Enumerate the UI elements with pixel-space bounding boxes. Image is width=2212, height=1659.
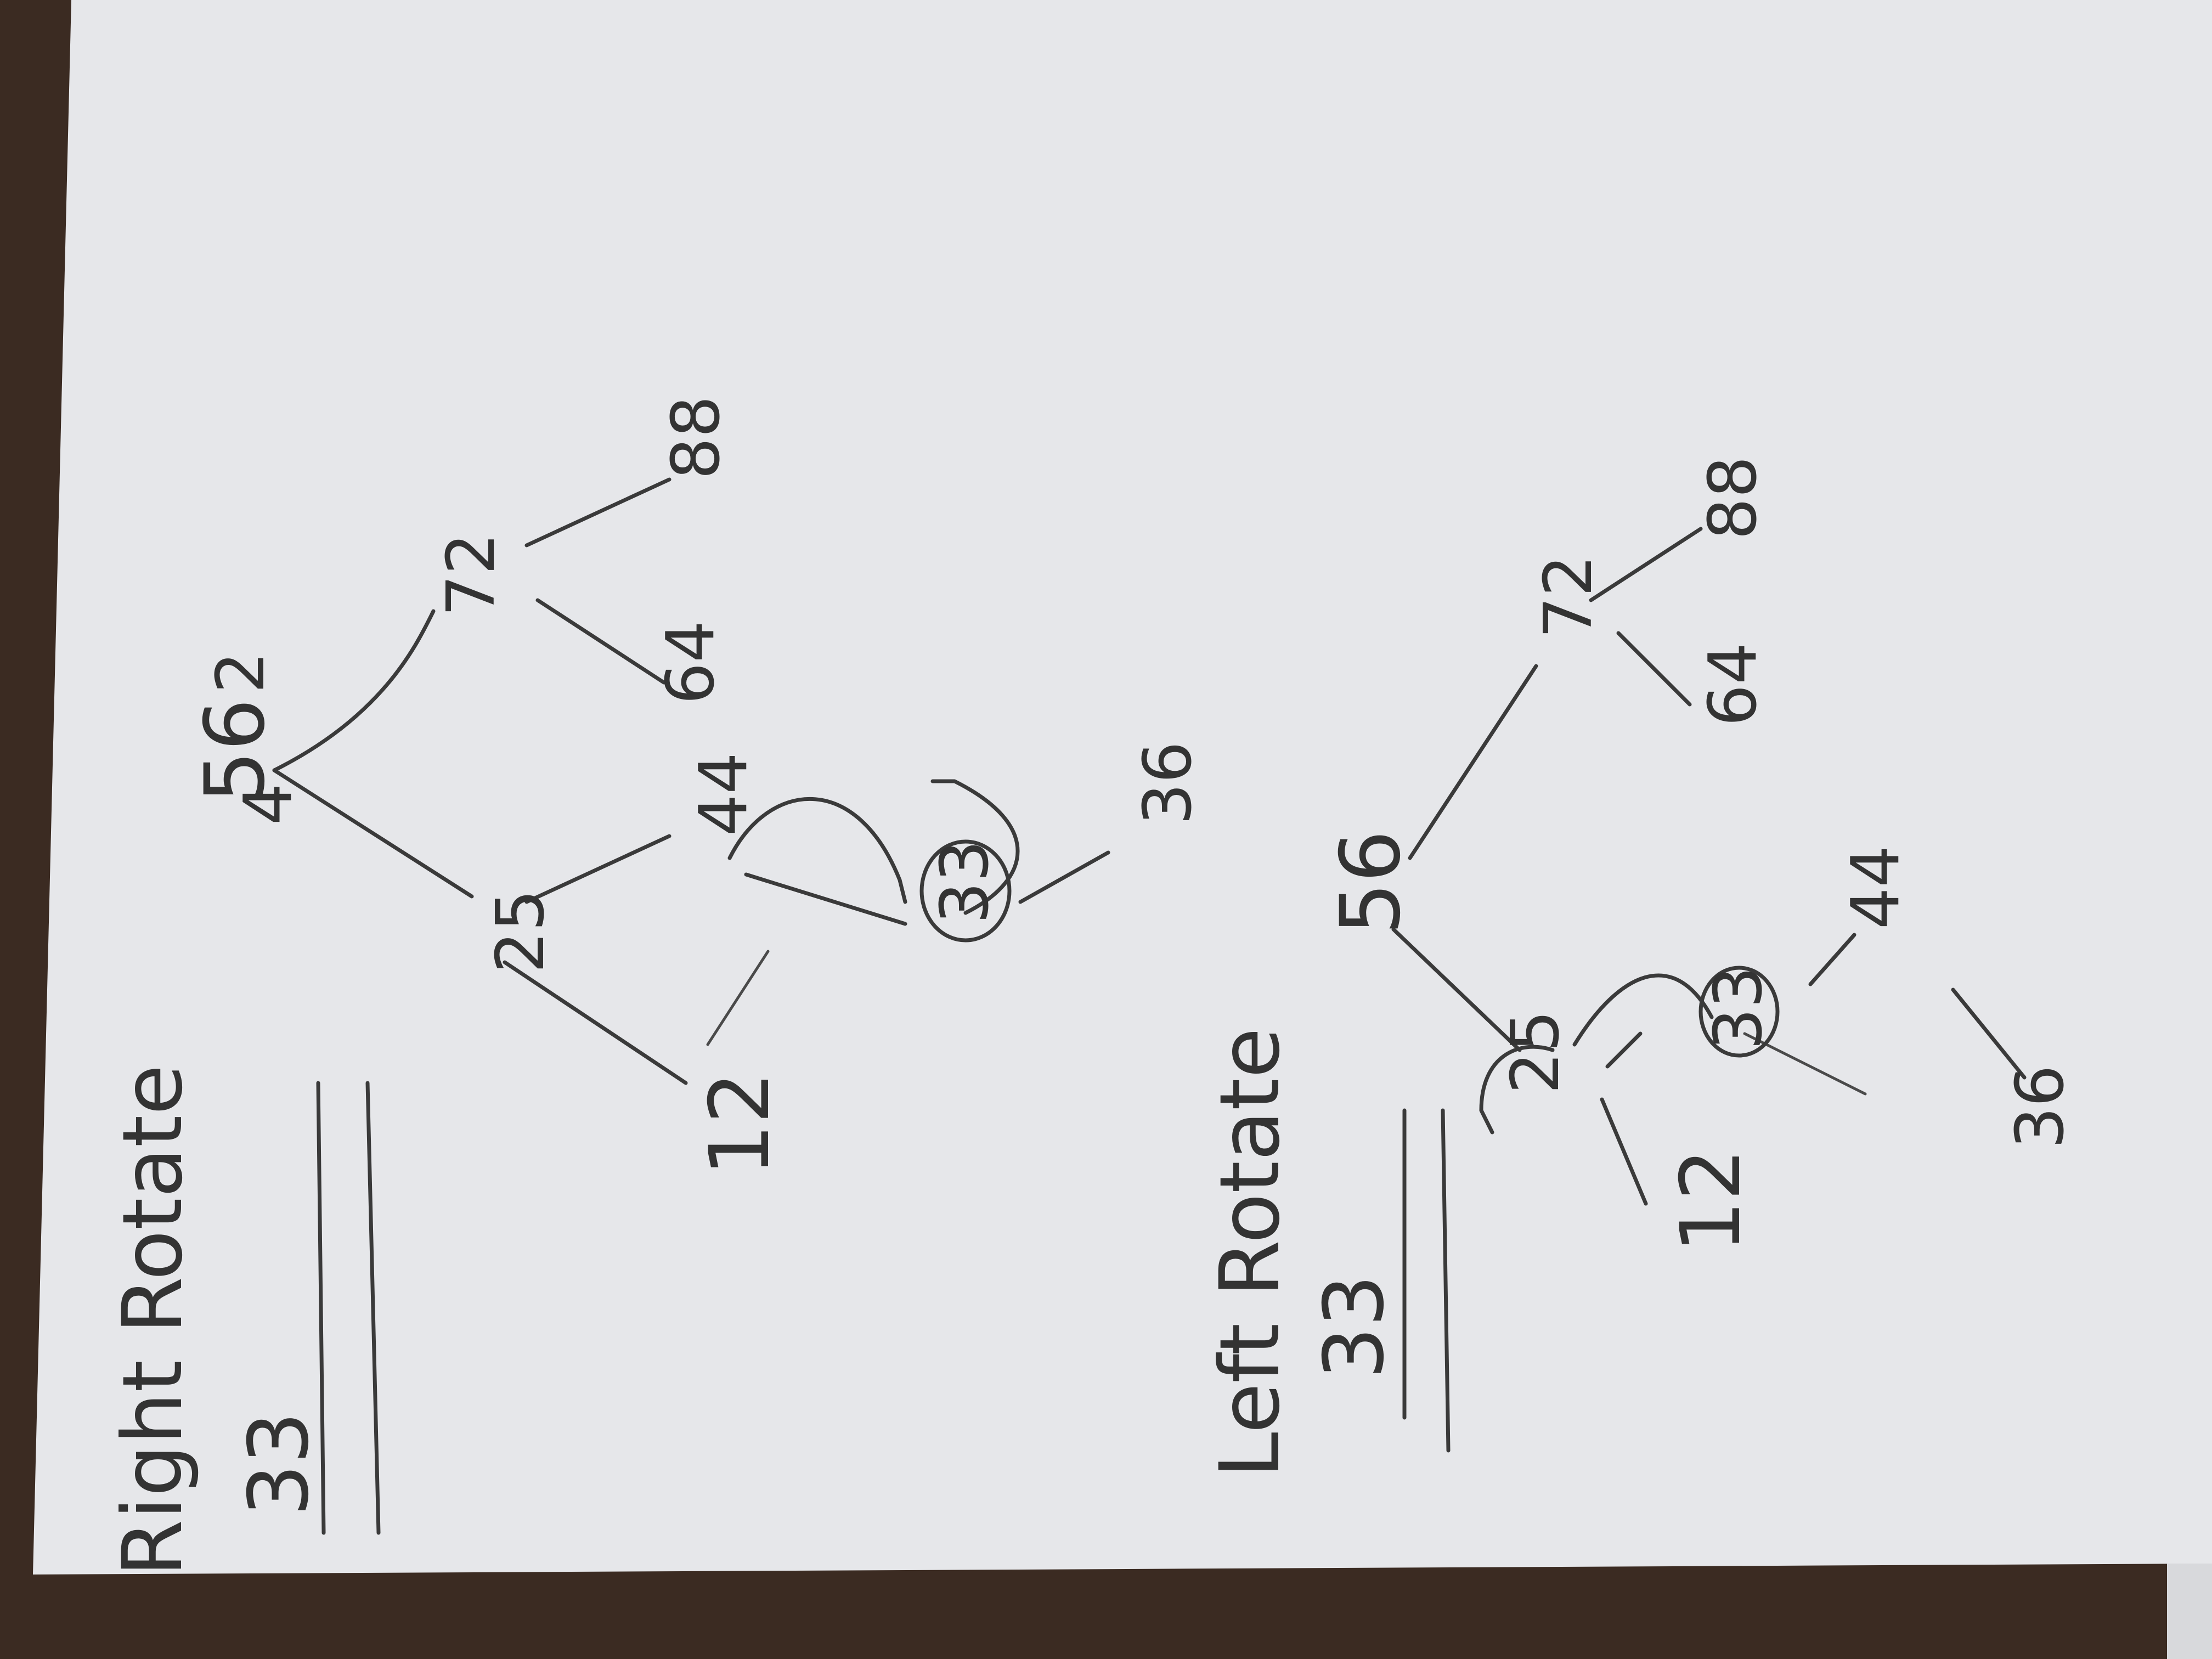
left-underline-2 [1441,1108,1451,1453]
node-root-56: 56 [188,698,283,803]
edge-25-33 [1605,1031,1643,1069]
paper-sheet [33,0,2212,1575]
rotate-arrow-lower [930,779,1020,915]
paper-shadow [2167,1564,2212,1659]
node-44: 44 [686,752,762,836]
node-root-digit-2: 2 [203,652,279,693]
left-rotate-title: Left Rotate [1203,1028,1298,1478]
edge-44-36 [1951,988,2027,1080]
node-33: 33 [927,840,1003,924]
rotate-arrow-upper [727,797,907,904]
right-rotate-key: 33 [232,1412,327,1516]
node-88: 88 [658,396,735,479]
edge-56-72 [1408,664,1538,860]
node-72: 72 [433,533,510,617]
left-rotate-arrow-12 [1479,1045,1555,1135]
edge-44-33 [744,872,907,926]
edge-root-25 [272,768,474,899]
left-node-33-highlight-circle [1699,966,1780,1058]
left-rotate-key: 33 [1307,1274,1402,1379]
node-36: 36 [1130,741,1206,825]
left-node-72: 72 [1531,555,1607,639]
node-64: 64 [653,620,729,704]
left-node-12: 12 [1663,1148,1759,1253]
edge-12-faint [706,950,770,1046]
right-underline-2 [365,1081,381,1535]
left-rotate-section: Left Rotate 33 56 25 72 12 33 44 [1203,456,2079,1478]
node-25: 25 [483,889,559,973]
right-rotate-title: Right Rotate [105,1064,201,1577]
edge-33-36 [1018,850,1110,904]
edge-72-64 [1616,631,1692,707]
node-root-digit-4: 4 [230,783,307,825]
edge-72-88 [524,477,672,548]
left-node-88: 88 [1695,456,1771,540]
left-node-33: 33 [1701,966,1777,1050]
left-node-25: 25 [1498,1010,1574,1094]
node-33-highlight-circle [919,839,1012,943]
right-rotate-section: Right Rotate 33 4 56 2 25 72 [105,396,1206,1577]
edge-25-44 [524,834,672,904]
left-node-44: 44 [1838,845,1914,929]
edge-25-12 [1600,1097,1648,1206]
left-node-56: 56 [1323,830,1419,935]
edge-72-88 [1589,527,1703,602]
right-underline-1 [316,1081,326,1535]
diagram-content: Right Rotate 33 4 56 2 25 72 [105,396,2079,1577]
left-rotate-arrow-33 [1572,973,1714,1047]
edge-72-64 [535,598,666,685]
left-node-64: 64 [1695,642,1771,726]
edge-25-12 [503,960,688,1085]
edge-root-72 [272,609,436,772]
node-12: 12 [692,1071,788,1176]
edge-56-25 [1391,927,1522,1052]
left-node-36: 36 [2002,1065,2079,1149]
edge-33-44 [1808,933,1857,986]
